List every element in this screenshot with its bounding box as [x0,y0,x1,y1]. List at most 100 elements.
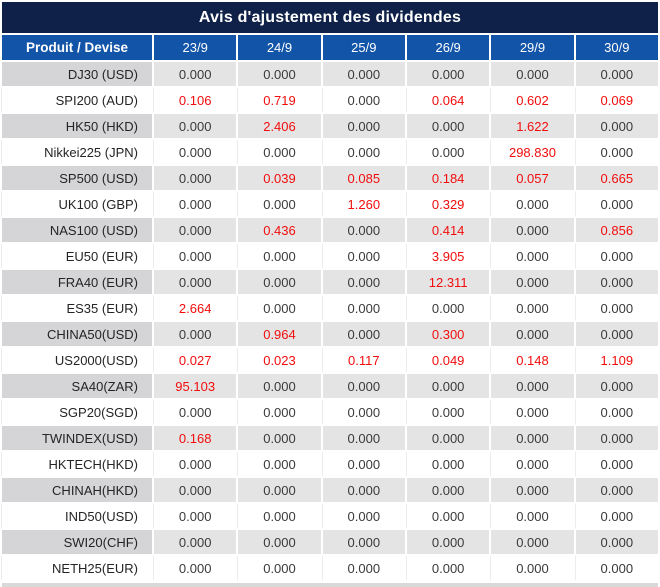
product-cell: DJ30 (USD) [2,62,152,86]
value-cell: 0.000 [238,426,321,450]
value-cell: 0.000 [154,62,237,86]
value-cell: 0.000 [154,166,237,190]
product-cell: CHINA50(USD) [2,322,152,346]
value-cell: 0.000 [406,296,490,320]
product-cell: SA40(ZAR) [2,374,152,398]
value-cell: 0.000 [322,62,405,86]
product-cell: EU50 (EUR) [2,244,152,268]
value-cell: 0.000 [491,452,574,476]
product-cell: TWINDEX(USD) [2,426,152,450]
product-cell: HKTECH(HKD) [2,452,152,476]
value-cell: 0.000 [575,270,658,294]
value-cell: 0.000 [491,322,574,346]
product-cell: HK50 (HKD) [2,114,152,138]
value-cell: 0.436 [238,218,321,242]
value-cell: 0.000 [575,192,658,216]
value-cell: 1.260 [322,192,405,216]
column-header-product: Produit / Devise [2,35,152,60]
table-row: NAS100 (USD) 0.000 0.436 0.000 0.414 0.000 0.8… [2,218,658,242]
table-row: CHINA50(USD) 0.000 0.964 0.000 0.300 0.000 0.0… [2,322,658,346]
table-row: NETH25(EUR) 0.000 0.000 0.000 0.000 0.000 0.00… [2,556,658,580]
value-cell: 0.117 [322,348,405,372]
value-cell: 0.000 [406,504,490,528]
value-cell: 0.602 [491,88,574,112]
value-cell: 0.000 [322,374,405,398]
value-cell: 0.000 [238,270,321,294]
value-cell: 3.905 [406,244,490,268]
column-header-date: 29/9 [491,35,574,60]
value-cell: 0.085 [322,166,405,190]
value-cell: 0.000 [322,426,405,450]
value-cell: 0.000 [154,218,237,242]
value-cell: 0.000 [406,556,490,580]
value-cell: 0.000 [322,140,405,164]
value-cell: 0.000 [322,452,405,476]
value-cell: 0.000 [575,374,658,398]
value-cell: 0.856 [575,218,658,242]
table-row: DJ30 (USD) 0.000 0.000 0.000 0.000 0.000 0.000 [2,62,658,86]
value-cell: 0.000 [154,140,237,164]
value-cell: 0.000 [406,374,490,398]
value-cell: 0.000 [154,504,237,528]
value-cell: 0.069 [575,88,658,112]
value-cell: 0.000 [406,478,490,502]
value-cell: 0.000 [154,244,237,268]
value-cell: 0.000 [491,296,574,320]
value-cell: 0.000 [238,530,321,554]
value-cell: 0.000 [322,556,405,580]
value-cell: 0.000 [491,504,574,528]
value-cell: 0.057 [491,166,574,190]
value-cell: 0.000 [238,62,321,86]
value-cell: 12.311 [406,270,490,294]
table-row: FRA40 (EUR) 0.000 0.000 0.000 12.311 0.000 0.0… [2,270,658,294]
value-cell: 0.000 [491,478,574,502]
value-cell: 0.000 [322,244,405,268]
value-cell: 0.000 [575,400,658,424]
value-cell: 0.000 [238,374,321,398]
table-row: UK100 (GBP) 0.000 0.000 1.260 0.329 0.000 0.00… [2,192,658,216]
page-title: Avis d'ajustement des dividendes [2,2,658,33]
table-row: SP500 (USD) 0.000 0.039 0.085 0.184 0.057 0.66… [2,166,658,190]
value-cell: 0.000 [575,426,658,450]
value-cell: 0.000 [406,140,490,164]
value-cell: 1.622 [491,114,574,138]
value-cell: 0.000 [154,114,237,138]
value-cell: 0.023 [238,348,321,372]
value-cell: 0.000 [322,88,405,112]
value-cell: 0.000 [491,426,574,450]
value-cell: 0.064 [406,88,490,112]
dividends-table: Produit / Devise 23/9 24/9 25/9 26/9 29/9 30/… [0,33,660,582]
value-cell: 0.000 [406,400,490,424]
value-cell: 0.000 [406,452,490,476]
value-cell: 0.000 [154,400,237,424]
value-cell: 0.000 [491,192,574,216]
value-cell: 0.000 [575,140,658,164]
value-cell: 0.049 [406,348,490,372]
value-cell: 0.184 [406,166,490,190]
value-cell: 0.000 [406,530,490,554]
value-cell: 0.000 [575,452,658,476]
value-cell: 1.109 [575,348,658,372]
bottom-divider [2,583,658,587]
value-cell: 0.000 [154,322,237,346]
value-cell: 0.000 [322,114,405,138]
table-header-row: Produit / Devise 23/9 24/9 25/9 26/9 29/9 30/… [2,35,658,60]
value-cell: 0.000 [322,400,405,424]
column-header-date: 24/9 [238,35,321,60]
column-header-date: 30/9 [575,35,658,60]
product-cell: NAS100 (USD) [2,218,152,242]
column-header-date: 25/9 [322,35,405,60]
table-row: SPI200 (AUD) 0.106 0.719 0.000 0.064 0.602 0.0… [2,88,658,112]
table-row: HK50 (HKD) 0.000 2.406 0.000 0.000 1.622 0.000 [2,114,658,138]
value-cell: 0.000 [238,244,321,268]
product-cell: IND50(USD) [2,504,152,528]
value-cell: 0.000 [575,62,658,86]
value-cell: 0.168 [154,426,237,450]
value-cell: 0.000 [575,114,658,138]
value-cell: 0.000 [154,478,237,502]
table-row: SGP20(SGD) 0.000 0.000 0.000 0.000 0.000 0.000 [2,400,658,424]
value-cell: 0.000 [322,322,405,346]
table-row: SA40(ZAR) 95.103 0.000 0.000 0.000 0.000 0.000 [2,374,658,398]
value-cell: 0.000 [322,218,405,242]
